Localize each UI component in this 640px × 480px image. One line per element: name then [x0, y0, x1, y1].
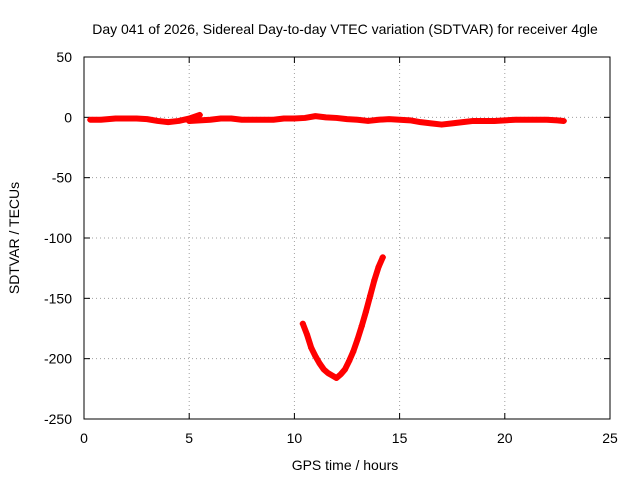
y-tick-label: -200 — [44, 351, 72, 367]
x-tick-label: 15 — [392, 430, 408, 446]
tick-labels: 0 5 10 15 20 25 -250 -200 -150 -100 -50 0 50 — [44, 49, 618, 446]
y-tick-label: -250 — [44, 411, 72, 427]
x-axis-label: GPS time / hours — [292, 457, 399, 473]
chart-title: Day 041 of 2026, Sidereal Day-to-day VTE… — [92, 21, 598, 37]
y-tick-label: -50 — [52, 170, 72, 186]
x-tick-label: 25 — [602, 430, 618, 446]
y-tick-label: 50 — [56, 49, 72, 65]
data-series — [87, 111, 567, 381]
series-line — [299, 254, 386, 381]
x-tick-label: 5 — [185, 430, 193, 446]
x-tick-label: 10 — [287, 430, 303, 446]
x-tick-label: 20 — [497, 430, 513, 446]
plot-frame — [83, 56, 611, 420]
y-tick-label: 0 — [64, 109, 72, 125]
y-tick-label: -100 — [44, 230, 72, 246]
x-tick-label: 0 — [80, 430, 88, 446]
y-axis-label: SDTVAR / TECUs — [6, 182, 22, 294]
y-tick-label: -150 — [44, 290, 72, 306]
